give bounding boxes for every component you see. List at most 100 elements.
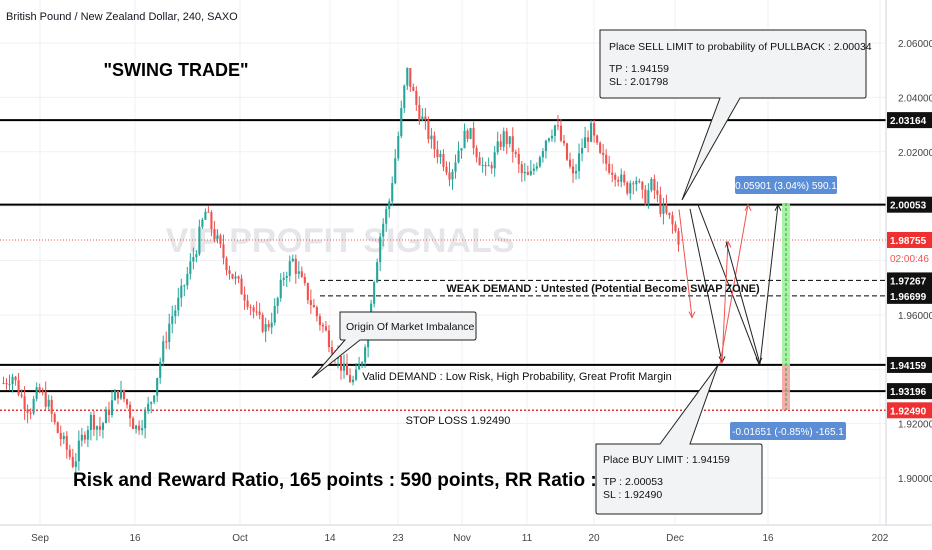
candle-body [629,183,632,194]
candle-body [602,152,605,155]
price-countdown-tag: 02:00:46 [890,254,929,265]
candle-body [141,428,144,431]
candle-body [195,254,198,258]
candle-body [234,276,237,279]
candle-body [255,311,258,313]
candle-body [659,194,662,214]
candle-body [312,304,315,308]
candle-body [129,404,132,419]
candle-body [80,434,83,441]
candle-body [65,435,68,450]
candle-body [620,174,623,182]
candle-body [635,180,638,185]
candle-body [496,141,499,153]
candle-body [56,422,59,433]
candle-body [596,135,599,143]
buy-scenario-arrow [721,241,729,364]
sell-arrow-head [755,357,763,365]
candle-body [523,171,526,174]
candle-body [249,306,252,308]
candle-body [376,262,379,283]
candle-body [590,122,593,142]
candle-body [529,170,532,175]
price-tag-bg [887,231,932,248]
candle-body [315,307,318,317]
candle-body [228,270,231,274]
candle-body [183,285,186,287]
candle-body [541,151,544,158]
candle-body [406,68,409,86]
candle-body [342,363,346,371]
candle-body [264,324,267,332]
candle-body [32,398,35,414]
candle-body [125,399,129,405]
candle-body [258,311,261,315]
candle-body [361,362,364,365]
candle-body [243,294,246,301]
candle-body [568,159,572,167]
candle-body [110,400,114,416]
candle-body [478,157,481,166]
sell-callout-line-sl: SL : 2.01798 [609,76,668,88]
candle-body [574,171,578,174]
candle-body [86,429,89,440]
candle-body [415,90,418,105]
candle-body [632,183,635,185]
candle-body [74,461,77,467]
candle-body [2,382,5,384]
candle-body [324,326,327,331]
candle-body [617,179,620,182]
candle-body [138,425,141,431]
price-tag-bg [887,287,932,304]
candle-body [644,189,647,205]
loss-measure-text: -0.01651 (-0.85%) -165.1 [732,427,844,438]
candle-body [345,363,349,376]
buy-callout-line-1: Place BUY LIMIT : 1.94159 [603,454,730,466]
candle-body [282,277,285,280]
candle-body [288,261,291,276]
candle-body [297,271,300,274]
candle-body [101,423,105,430]
price-tick-label: 2.02000 [898,148,932,159]
loss-measure-label: -0.01651 (-0.85%) -165.1 [730,422,846,440]
weak-demand-label: WEAK DEMAND : Untested (Potential Become… [446,283,760,295]
candle-body [430,135,433,140]
candle-body [511,136,514,152]
candle-body [662,204,665,214]
candle-body [599,142,602,153]
candle-body [204,211,207,220]
candle-body [650,179,653,191]
candle-body [29,412,32,414]
candle-body [147,403,150,411]
candle-body [605,154,608,164]
candle-body [189,261,192,275]
candle-body [397,136,400,159]
candle-body [276,298,279,306]
sell-callout-line-tp: TP : 1.94159 [609,63,669,75]
sell-callout-line-1: Place SELL LIMIT to probability of PULLB… [609,41,872,53]
buy-callout-line-tp: TP : 2.00053 [603,476,663,488]
origin-callout-text: Origin Of Market Imbalance [346,321,475,333]
candle-body [159,361,162,378]
zone-lines [0,119,886,412]
price-axis[interactable]: 2.06000 2.04000 2.02000 1.96000 1.92000 1.900… [885,0,932,525]
return-path [725,204,779,364]
candle-body [358,364,361,370]
candle-body [104,409,108,424]
candle-body [5,383,8,385]
candle-body [330,347,334,354]
price-tick-label: 1.96000 [898,311,932,322]
candle-body [520,164,523,174]
candle-body [559,125,563,141]
candle-body [306,283,309,301]
candle-body [62,435,65,440]
price-tick-label: 1.90000 [898,474,932,485]
candle-body [68,449,71,457]
candle-body [252,307,255,312]
time-axis[interactable]: Sep 16 Oct 14 23 Nov 11 20 Dec 16 202 [0,524,932,544]
candle-body [436,149,439,158]
return-arrow-head [774,203,782,211]
candle-body [677,231,680,245]
candle-body [44,391,47,407]
